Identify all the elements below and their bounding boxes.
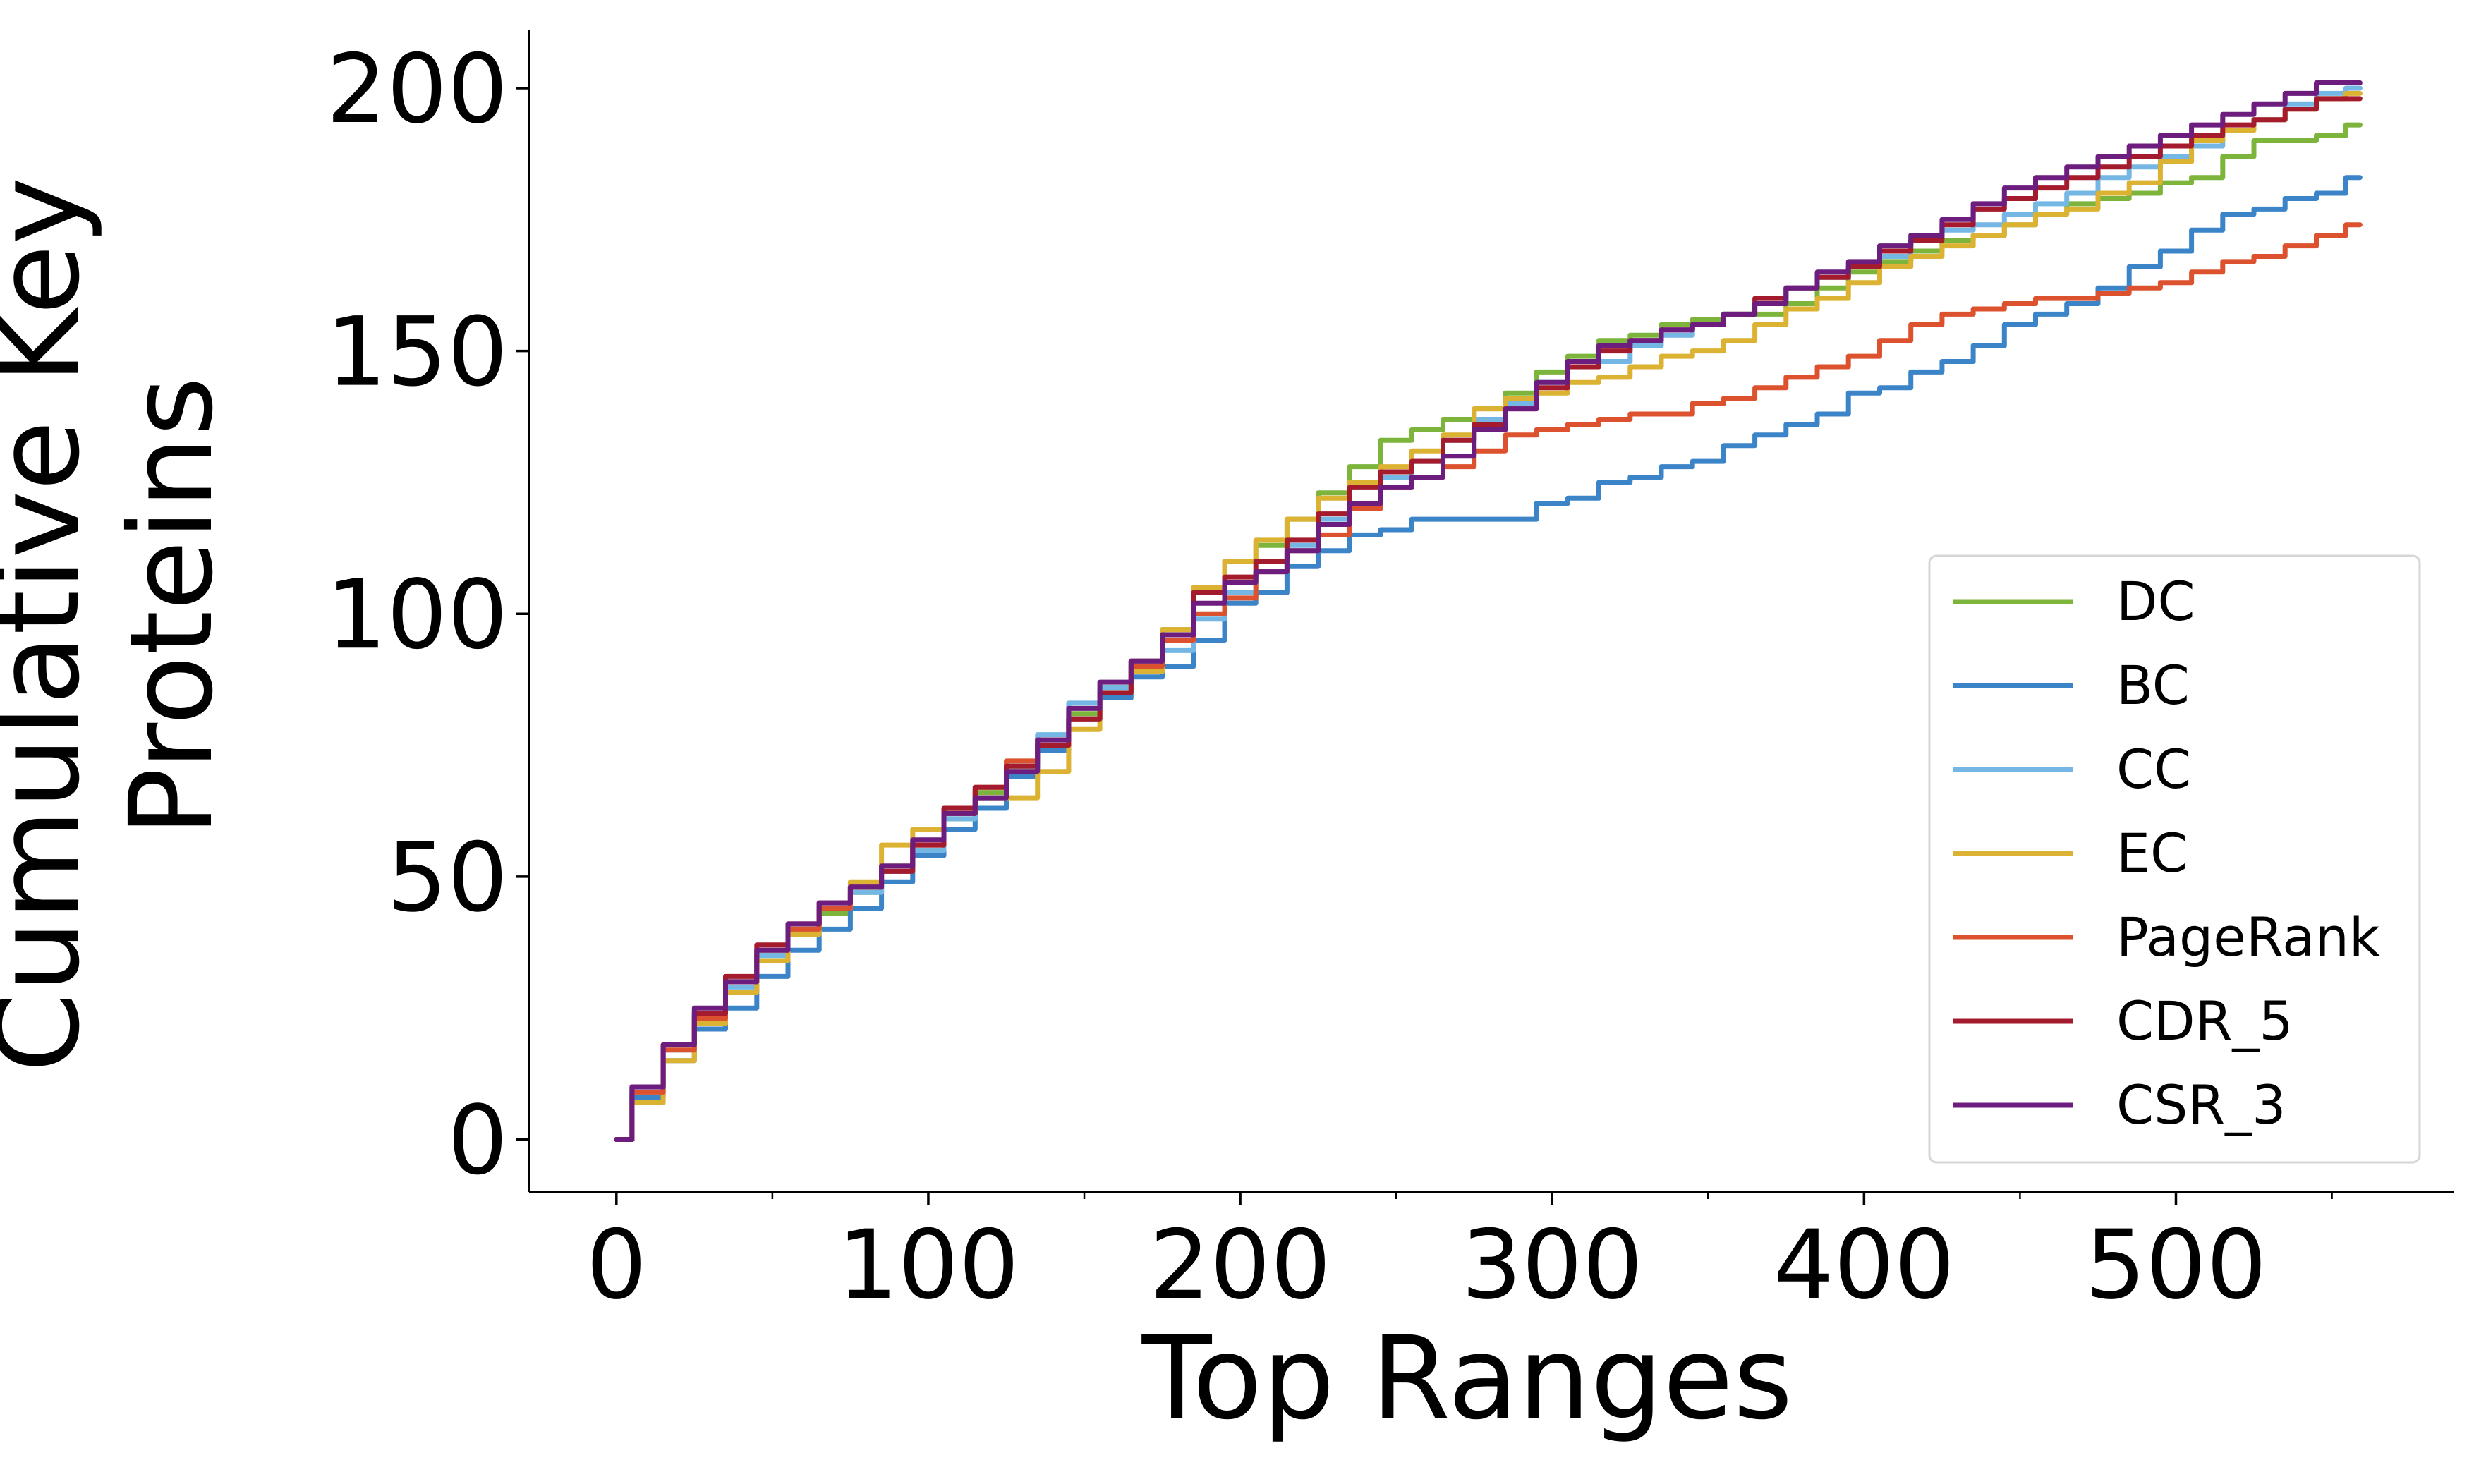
x-tick-label: 300 <box>1461 1210 1643 1320</box>
legend-label-csr-3: CSR_3 <box>2116 1074 2286 1136</box>
y-axis-label-line-2: Proteins <box>106 377 238 837</box>
x-tick-label: 200 <box>1149 1210 1331 1320</box>
y-axis-label: Cumulative Key Proteins <box>0 140 238 1072</box>
series-line-csr-3 <box>614 80 2363 1142</box>
series-line-ec <box>614 90 2363 1142</box>
y-tick-label: 150 <box>326 297 508 408</box>
legend-label-cdr-5: CDR_5 <box>2116 990 2293 1052</box>
x-axis-label: Top Ranges <box>1141 1313 1793 1445</box>
legend-label-dc: DC <box>2116 570 2195 633</box>
x-tick-label: 100 <box>837 1210 1019 1320</box>
y-tick-label: 200 <box>326 34 508 145</box>
y-tick-label: 0 <box>447 1085 508 1196</box>
legend-label-cc: CC <box>2116 738 2191 801</box>
legend: DC BC CC EC PageRank CDR_5 CSR_3 <box>1928 554 2421 1164</box>
x-tick-label: 0 <box>586 1210 647 1320</box>
y-axis-label-line-1: Cumulative Key <box>0 177 105 1073</box>
y-tick-label: 50 <box>387 822 508 933</box>
y-tick-label: 100 <box>326 559 508 670</box>
legend-label-bc: BC <box>2116 654 2190 717</box>
x-tick-label: 400 <box>1773 1210 1955 1320</box>
axes-layer: 0 100 200 300 400 500 0 50 100 150 200 <box>326 30 2454 1320</box>
legend-box <box>1928 554 2421 1164</box>
series-layer <box>614 80 2363 1142</box>
series-line-bc <box>614 175 2363 1142</box>
series-line-cdr-5 <box>614 96 2363 1142</box>
legend-label-ec: EC <box>2116 822 2188 884</box>
legend-label-pagerank: PageRank <box>2116 906 2380 968</box>
x-tick-label: 500 <box>2085 1210 2267 1320</box>
